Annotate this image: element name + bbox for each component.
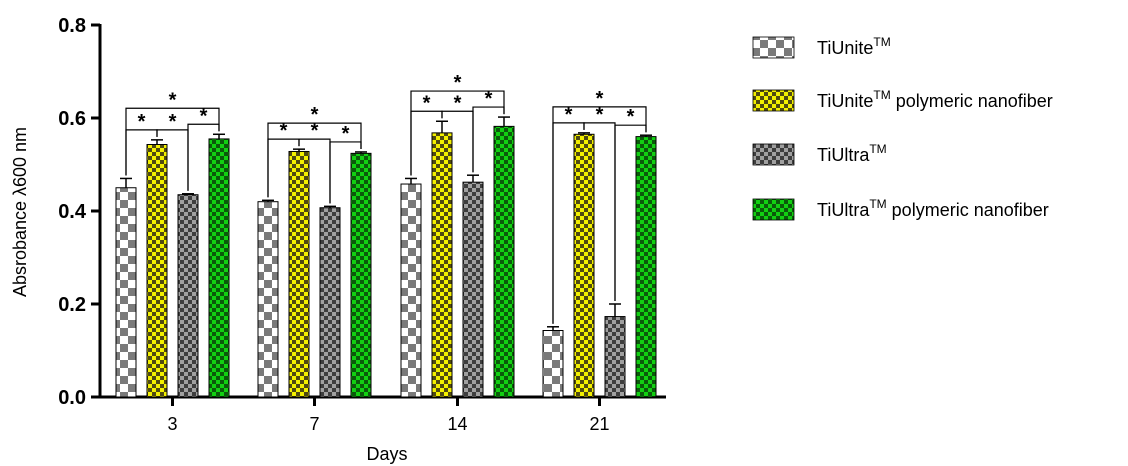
bar: [573, 133, 595, 398]
legend-label: TiUniteTM: [817, 35, 891, 58]
legend-label: TiUniteTM polymeric nanofiber: [817, 88, 1053, 111]
x-tick-label: 14: [447, 414, 467, 434]
error-bar: [355, 151, 367, 154]
significance-bracket: *: [267, 104, 362, 198]
y-tick-label: 0.4: [58, 201, 87, 223]
significance-star: *: [454, 72, 462, 94]
bar: [257, 201, 279, 398]
error-bar: [182, 193, 194, 195]
x-tick-label: 7: [309, 414, 319, 434]
bar: [288, 150, 310, 398]
legend: TiUniteTM TiUniteTM polymeric nanofiber Ti…: [752, 35, 1053, 221]
significance-bracket: *: [410, 72, 505, 176]
significance-star: *: [565, 104, 573, 126]
bar: [604, 316, 626, 398]
significance-star: *: [138, 111, 146, 133]
legend-label: TiUltraTM: [817, 142, 887, 165]
legend-label: TiUltraTM polymeric nanofiber: [817, 197, 1049, 220]
bar: [115, 187, 137, 398]
legend-swatch: [752, 198, 795, 221]
legend-item: TiUltraTM: [752, 142, 887, 166]
bar: [146, 144, 168, 398]
error-bar: [640, 134, 652, 137]
legend-item: TiUniteTM polymeric nanofiber: [752, 88, 1053, 112]
significance-star: *: [596, 88, 604, 110]
error-bar: [151, 139, 163, 145]
bar: [177, 194, 199, 398]
significance-star: *: [485, 88, 493, 110]
x-tick-label: 3: [167, 414, 177, 434]
x-tick-label: 21: [589, 414, 609, 434]
error-bar: [213, 133, 225, 139]
y-axis: 0.0 0.2 0.4 0.6 0.8: [58, 15, 102, 409]
bar: [462, 181, 484, 398]
significance-star: *: [169, 111, 177, 133]
error-bar: [324, 205, 336, 208]
y-tick-label: 0.8: [58, 15, 86, 37]
legend-swatch: [752, 89, 795, 112]
bar: [431, 132, 453, 398]
x-axis: 3 7 14 21: [98, 395, 666, 434]
significance-star: *: [454, 92, 462, 114]
bar: [542, 330, 564, 398]
error-bar: [405, 177, 417, 185]
significance-star: *: [596, 104, 604, 126]
error-bar: [578, 132, 590, 135]
x-axis-title: Days: [366, 444, 407, 464]
significance-star: *: [169, 89, 177, 111]
legend-swatch: [752, 143, 795, 166]
legend-item: TiUltraTM polymeric nanofiber: [752, 197, 1049, 221]
significance-star: *: [200, 105, 208, 127]
legend-item: TiUniteTM: [752, 35, 891, 59]
error-bar: [467, 174, 479, 183]
bar: [400, 183, 422, 398]
error-bar: [293, 148, 305, 152]
bar: [208, 138, 230, 398]
bar: [635, 136, 657, 398]
significance-star: *: [423, 92, 431, 114]
significance-bracket: *: [125, 89, 220, 176]
error-bar: [120, 177, 132, 188]
error-bar: [547, 326, 559, 331]
bar: [350, 152, 372, 398]
significance-brackets: * * *** * *** * *** * **: [125, 72, 647, 324]
bar: [493, 125, 515, 398]
significance-star: *: [311, 104, 319, 126]
error-bar: [609, 303, 621, 317]
significance-star: *: [342, 123, 350, 145]
y-tick-label: 0.2: [58, 294, 86, 316]
significance-bracket: *: [552, 88, 647, 324]
significance-star: *: [627, 106, 635, 128]
significance-star: *: [280, 120, 288, 142]
error-bar: [436, 120, 448, 133]
bars: [115, 116, 657, 398]
error-bar: [498, 116, 510, 127]
y-tick-label: 0.0: [58, 387, 86, 409]
y-axis-title: Absrobance λ600 nm: [10, 127, 30, 297]
y-tick-label: 0.6: [58, 108, 86, 130]
error-bar: [262, 199, 274, 202]
legend-swatch: [752, 36, 795, 59]
bar: [319, 207, 341, 398]
significance-star: *: [311, 120, 319, 142]
